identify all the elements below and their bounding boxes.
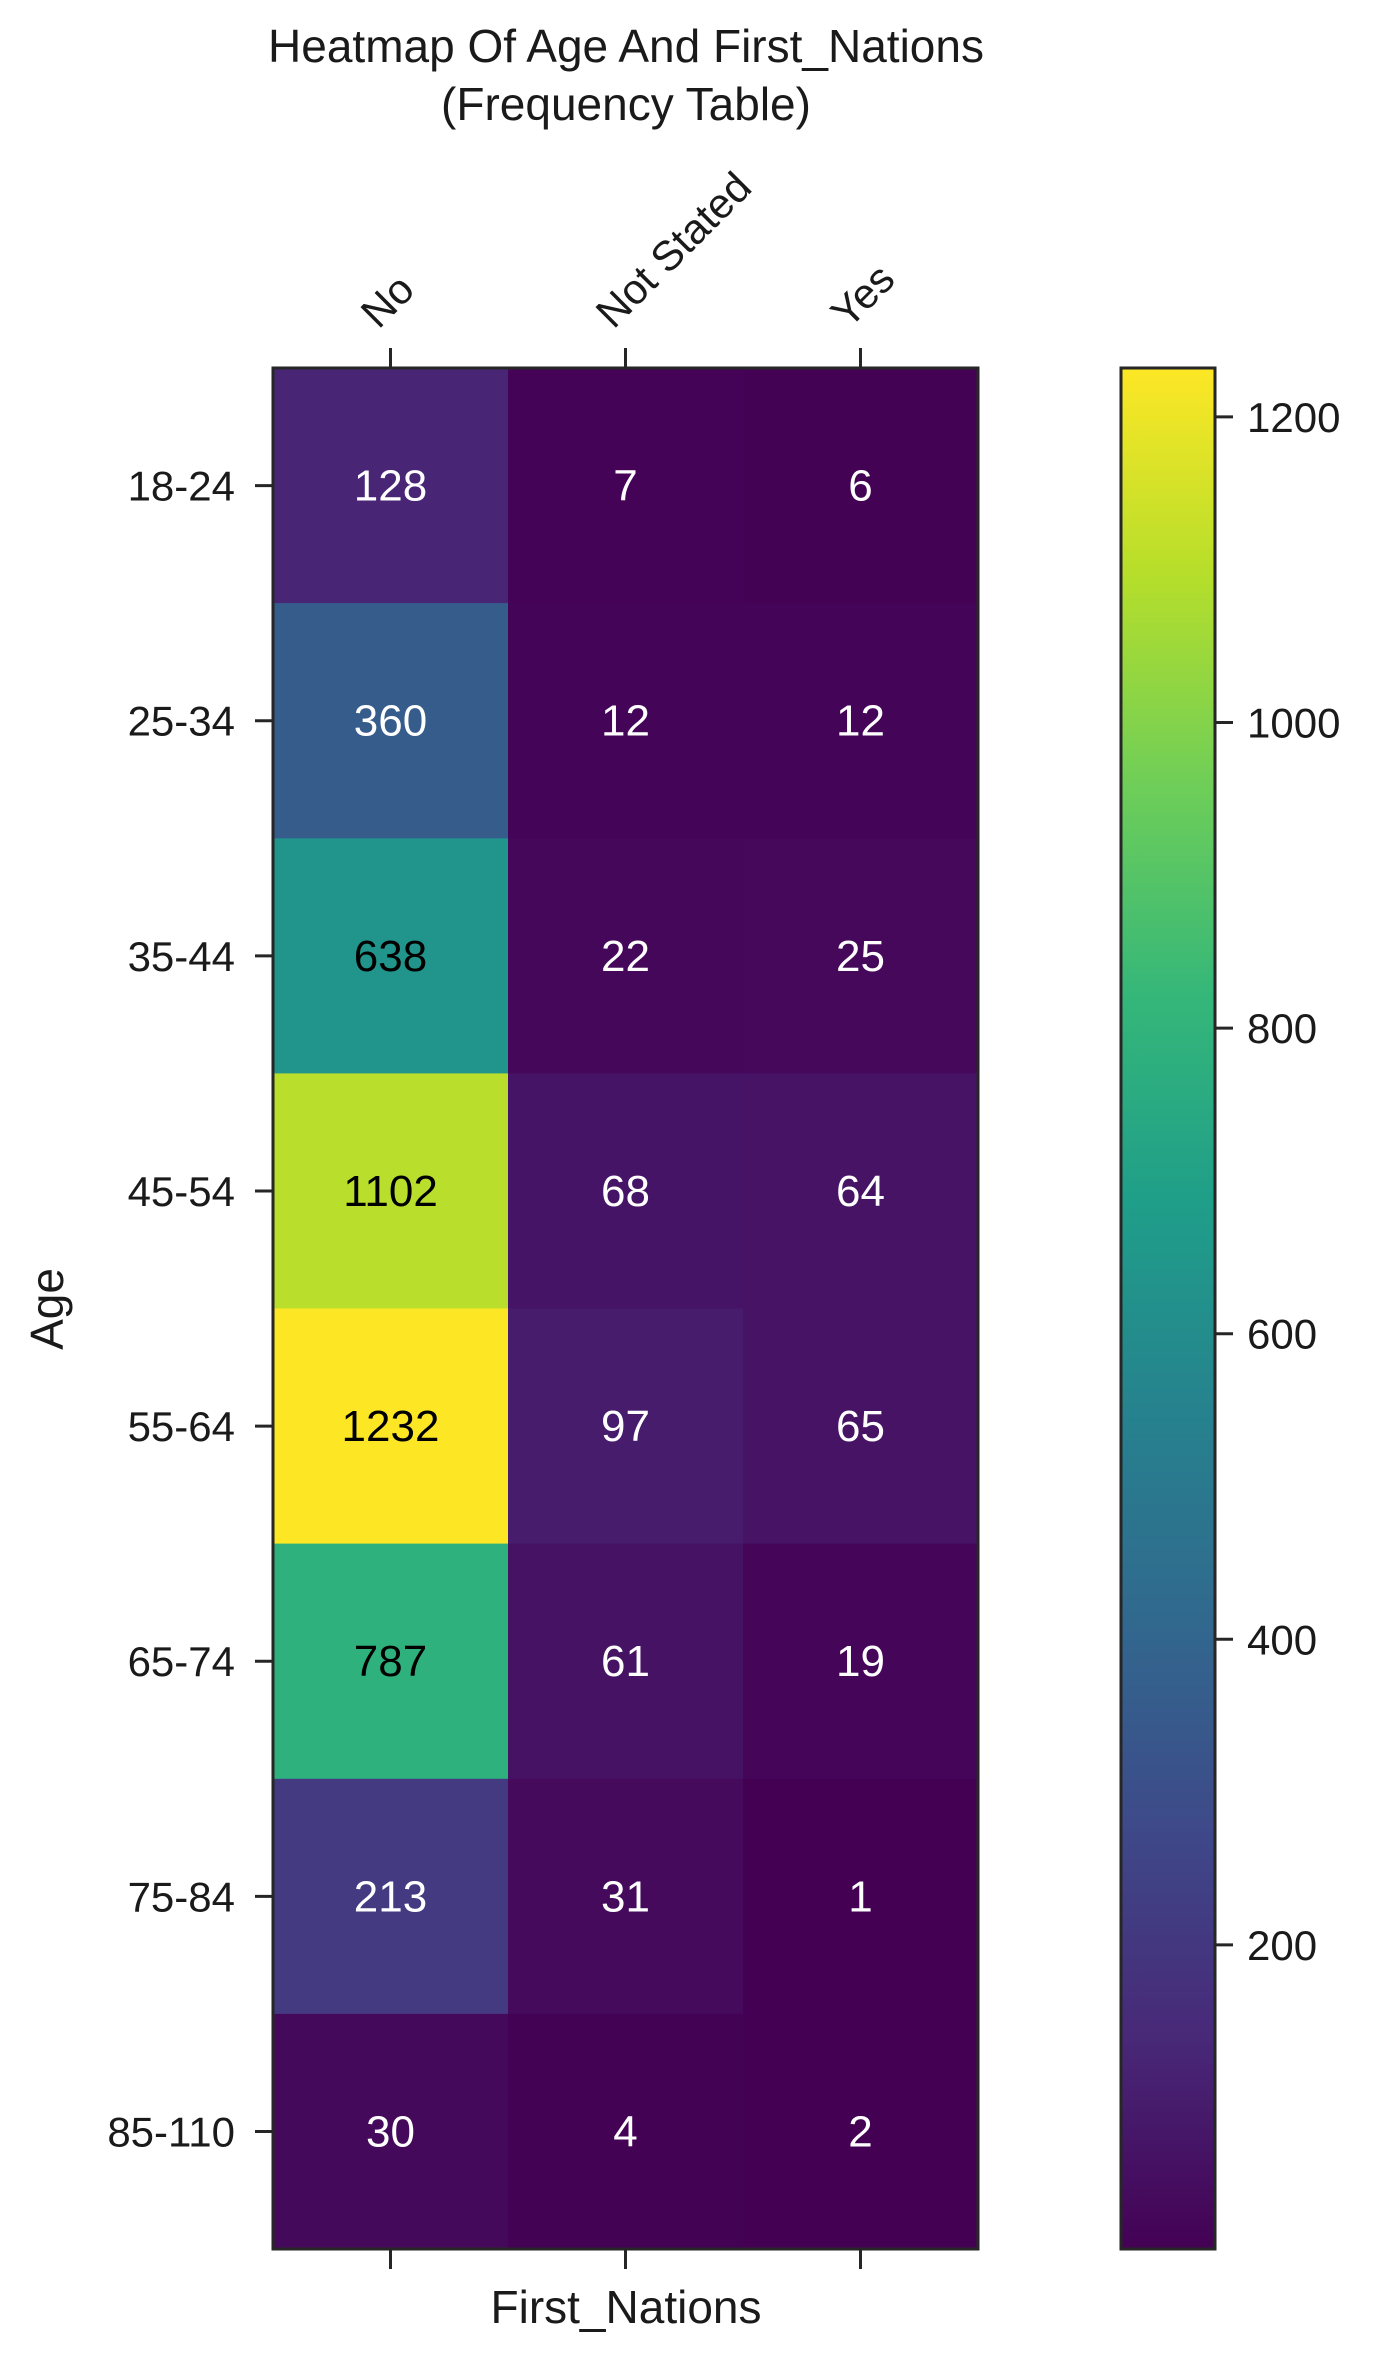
heatmap-cell — [743, 603, 979, 839]
colorbar-tick-label: 1200 — [1247, 394, 1340, 441]
cell-value-label: 31 — [601, 1872, 650, 1921]
cell-value-label: 638 — [354, 932, 427, 981]
heatmap-cell — [508, 603, 744, 839]
colorbar — [1119, 366, 1217, 2251]
heatmap-cell — [743, 838, 979, 1074]
x-tick-label: No — [352, 265, 423, 336]
chart-title-line1: Heatmap Of Age And First_Nations — [268, 20, 984, 72]
heatmap-cell — [273, 1543, 509, 1780]
cell-value-label: 19 — [836, 1637, 885, 1686]
colorbar-tick-label: 600 — [1247, 1311, 1317, 1358]
y-axis-ticks: 18-24 25-34 35-44 45-54 55-64 65-74 75-84 85-11… — [107, 463, 273, 2155]
cell-value-label: 68 — [601, 1167, 650, 1216]
heatmap-cell — [508, 1543, 744, 1780]
x-axis-label: First_Nations — [491, 2281, 762, 2333]
heatmap-cell — [508, 838, 744, 1074]
y-tick-label: 25-34 — [128, 698, 235, 745]
cell-value-label: 1 — [848, 1872, 872, 1921]
heatmap-cell — [508, 1308, 744, 1545]
heatmap-cell — [508, 2013, 744, 2250]
heatmap-cell — [743, 1073, 979, 1310]
heatmap-cell — [508, 1778, 744, 2015]
cell-value-label: 6 — [848, 462, 872, 511]
cell-value-label: 7 — [613, 462, 637, 511]
cell-value-label: 25 — [836, 932, 885, 981]
chart-title-line2: (Frequency Table) — [441, 78, 811, 130]
colorbar-ticks: 200 400 600 800 1000 1200 — [1215, 394, 1340, 1969]
y-axis-label: Age — [21, 1268, 73, 1350]
cell-value-label: 4 — [613, 2107, 637, 2156]
colorbar-tick-label: 200 — [1247, 1922, 1317, 1969]
colorbar-tick-label: 400 — [1247, 1616, 1317, 1663]
heatmap-cell — [273, 1308, 509, 1545]
heatmap-cell — [743, 2013, 979, 2250]
x-tick-label: Yes — [822, 255, 904, 337]
y-tick-label: 85-110 — [107, 2108, 235, 2155]
cell-value-label: 360 — [354, 697, 427, 746]
heatmap-cell — [508, 368, 744, 604]
cell-value-label: 30 — [366, 2107, 415, 2156]
heatmap-cell — [273, 1778, 509, 2015]
cell-value-label: 1102 — [343, 1167, 438, 1216]
cell-value-label: 64 — [836, 1167, 885, 1216]
heatmap-cell — [508, 1073, 744, 1310]
cell-value-label: 22 — [601, 932, 650, 981]
cell-value-label: 12 — [836, 697, 885, 746]
cell-value-label: 97 — [601, 1402, 650, 1451]
heatmap-cells — [273, 368, 979, 2250]
y-tick-label: 65-74 — [128, 1638, 235, 1685]
colorbar-tick-label: 1000 — [1247, 700, 1340, 747]
heatmap-cell — [273, 1073, 509, 1310]
heatmap-cell — [743, 1778, 979, 2015]
heatmap-cell — [273, 2013, 509, 2250]
heatmap-cell — [273, 368, 509, 604]
cell-value-label: 61 — [601, 1637, 650, 1686]
heatmap-cell — [743, 1308, 979, 1545]
y-tick-label: 35-44 — [128, 933, 235, 980]
y-tick-label: 55-64 — [128, 1403, 235, 1450]
cell-value-label: 787 — [354, 1637, 427, 1686]
cell-value-label: 65 — [836, 1402, 885, 1451]
heatmap-cell — [743, 1543, 979, 1780]
cell-value-label: 12 — [601, 697, 650, 746]
heatmap-cell — [743, 368, 979, 604]
heatmap-cell — [273, 603, 509, 839]
cell-value-label: 128 — [354, 462, 427, 511]
y-tick-label: 18-24 — [128, 463, 235, 510]
colorbar-tick-label: 800 — [1247, 1005, 1317, 1052]
cell-value-label: 2 — [848, 2107, 872, 2156]
y-tick-label: 75-84 — [128, 1873, 235, 1920]
y-tick-label: 45-54 — [128, 1168, 235, 1215]
cell-value-label: 213 — [354, 1872, 427, 1921]
x-tick-label: Not Stated — [587, 163, 761, 337]
cell-value-label: 1232 — [342, 1402, 440, 1451]
heatmap-cell — [273, 838, 509, 1074]
